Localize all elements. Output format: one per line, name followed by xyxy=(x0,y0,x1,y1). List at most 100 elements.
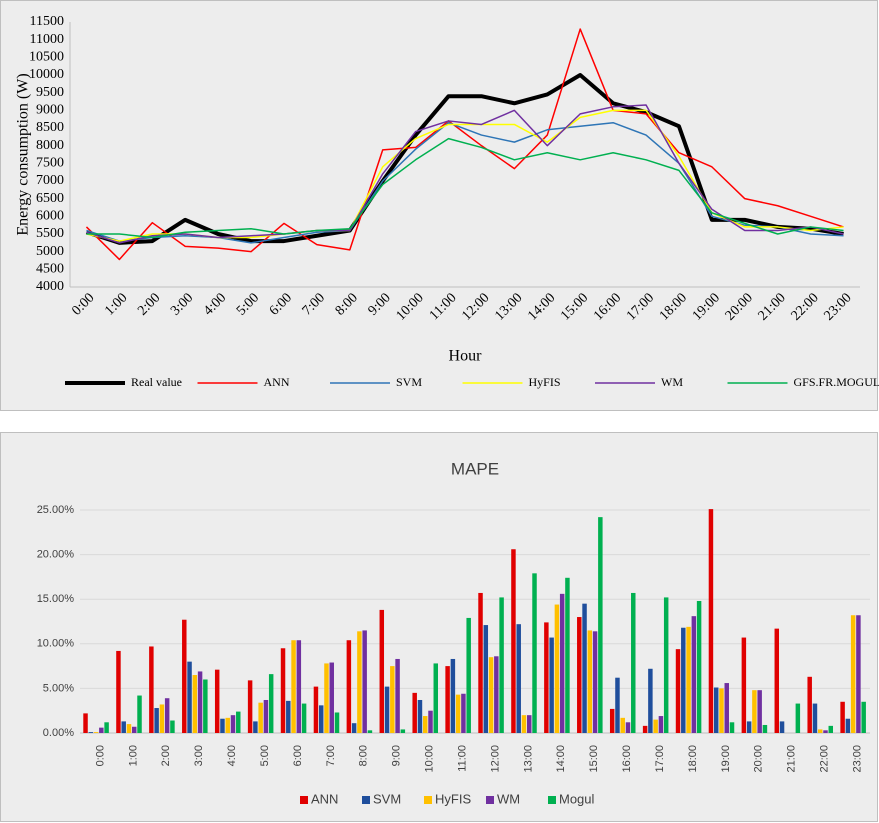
bar xyxy=(450,658,456,733)
x-tick-label: 0:00 xyxy=(94,745,106,766)
y-tick-label: 20.00% xyxy=(37,549,75,561)
x-axis-label: Hour xyxy=(449,348,483,365)
x-tick-label: 12:00 xyxy=(489,745,501,773)
bar xyxy=(132,726,137,733)
bar xyxy=(334,712,340,733)
bar xyxy=(499,597,504,733)
bar xyxy=(807,676,812,733)
bar xyxy=(230,715,236,733)
bar xyxy=(741,637,747,733)
bar xyxy=(247,680,253,733)
bar xyxy=(724,683,729,733)
bar xyxy=(648,668,653,733)
bar xyxy=(483,625,489,733)
legend-label: SVM xyxy=(396,375,422,389)
bar xyxy=(752,690,757,733)
bar xyxy=(253,721,258,733)
bar xyxy=(121,721,126,733)
bar xyxy=(126,724,132,733)
x-tick-label: 8:00 xyxy=(358,745,370,766)
legend-label: ANN xyxy=(311,791,338,806)
bar xyxy=(170,720,175,733)
bar xyxy=(861,701,866,733)
bar xyxy=(203,679,208,733)
y-tick-label: 25.00% xyxy=(37,504,75,516)
bar xyxy=(642,725,648,733)
y-tick-label: 8000 xyxy=(36,138,64,153)
legend-swatch xyxy=(300,796,308,804)
bar xyxy=(582,603,587,733)
bar xyxy=(532,573,537,733)
bar xyxy=(840,701,845,733)
series-line xyxy=(85,28,844,261)
bar xyxy=(93,732,99,733)
panel-top xyxy=(0,0,878,411)
y-axis-label: Energy consumption (W) xyxy=(15,73,32,235)
bar xyxy=(713,687,719,733)
y-tick-label: 7500 xyxy=(36,156,64,171)
x-tick-label: 2:00 xyxy=(160,745,172,766)
bar xyxy=(494,656,499,733)
legend-label: HyFIS xyxy=(435,791,471,806)
bar xyxy=(379,609,385,733)
legend-label: WM xyxy=(497,791,520,806)
bar xyxy=(268,674,274,733)
bar xyxy=(154,708,159,733)
y-tick-label: 5500 xyxy=(36,226,64,241)
bar xyxy=(466,617,471,733)
y-tick-label: 6500 xyxy=(36,191,64,206)
x-tick-label: 16:00 xyxy=(621,745,633,773)
bar xyxy=(225,717,230,733)
legend-swatch xyxy=(548,796,556,804)
bar xyxy=(577,617,582,733)
bar xyxy=(774,628,780,733)
bar xyxy=(296,640,302,733)
legend-label: HyFIS xyxy=(529,375,561,389)
legend-swatch xyxy=(486,796,494,804)
x-tick-label: 11:00 xyxy=(456,745,468,772)
x-tick-label: 1:00 xyxy=(127,745,139,766)
legend-label: GFS.FR.MOGUL xyxy=(794,375,879,389)
bar xyxy=(823,730,828,733)
bar xyxy=(422,716,428,733)
legend-swatch xyxy=(362,796,370,804)
y-tick-label: 10500 xyxy=(29,50,64,65)
bar xyxy=(845,718,851,733)
bar xyxy=(455,694,461,733)
bar xyxy=(795,703,801,733)
legend-label: WM xyxy=(661,375,683,389)
bar xyxy=(615,677,620,733)
bar xyxy=(362,630,367,733)
bar xyxy=(357,631,362,733)
x-tick-label: 7:00 xyxy=(325,745,337,766)
bar xyxy=(367,730,373,733)
x-tick-label: 15:00 xyxy=(588,745,600,773)
bar xyxy=(511,549,516,733)
y-tick-label: 15.00% xyxy=(37,593,75,605)
bar xyxy=(412,692,417,733)
bar xyxy=(691,616,697,733)
bar xyxy=(400,729,406,733)
y-tick-label: 10.00% xyxy=(37,638,75,650)
bar xyxy=(445,666,450,733)
x-tick-label: 13:00 xyxy=(522,745,534,773)
bar xyxy=(681,627,686,733)
bar xyxy=(559,593,565,733)
bar xyxy=(592,631,598,733)
bar xyxy=(729,722,735,733)
x-tick-label: 5:00 xyxy=(259,745,271,766)
bar xyxy=(461,693,466,733)
bar-chart: MAPE 0.00% 5.00% 10.00% 15.00% 20.00% 25.00% 0:… xyxy=(37,459,870,806)
series-line xyxy=(85,73,844,245)
y-tick-label: 9000 xyxy=(36,103,64,118)
bar xyxy=(544,622,549,733)
bar xyxy=(653,719,658,733)
chart-title: MAPE xyxy=(451,459,499,478)
x-tick-label: 19:00 xyxy=(720,745,732,773)
bar xyxy=(817,729,823,733)
series-line xyxy=(86,104,844,244)
bar xyxy=(488,657,494,733)
bar xyxy=(417,699,423,733)
